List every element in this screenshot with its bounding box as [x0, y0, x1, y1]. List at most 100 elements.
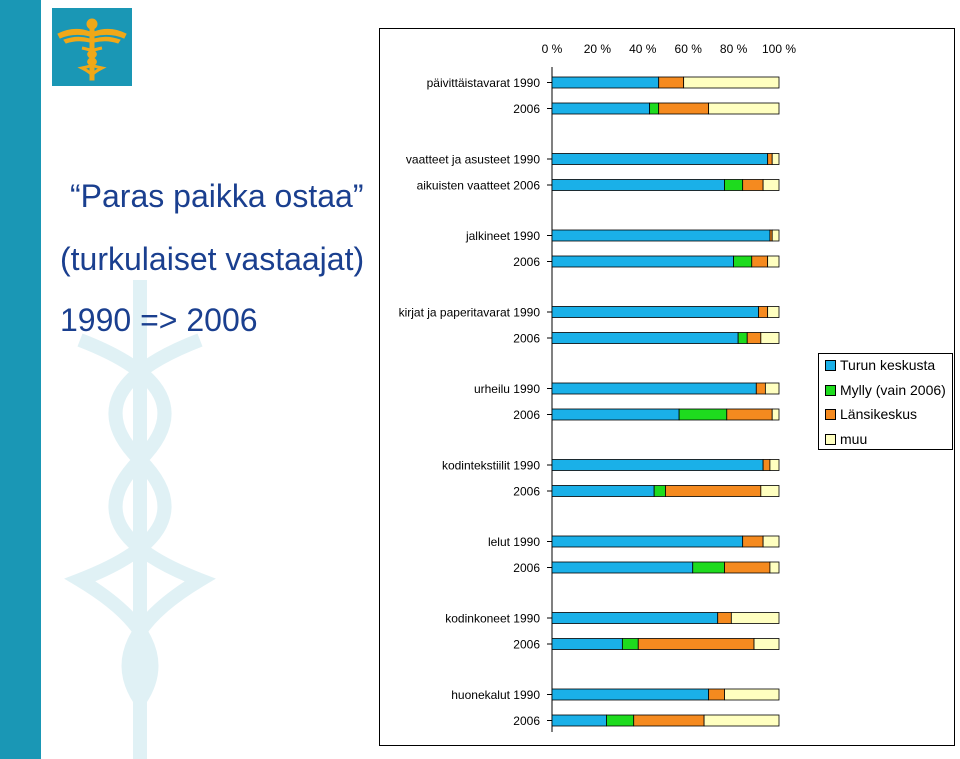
bar-segment: [767, 255, 780, 268]
bar-segment: [551, 332, 739, 344]
bar-segment: [606, 714, 635, 727]
legend-swatch-turun-keskusta: [825, 359, 836, 371]
bar-category-label: 2006: [513, 332, 540, 346]
bar-category-label: 2006: [513, 638, 540, 652]
bar-segment: [633, 714, 705, 727]
bar-segment: [724, 179, 744, 191]
chart-legend: Turun keskusta Mylly (vain 2006) Länsike…: [818, 353, 953, 450]
bar-segment: [708, 102, 780, 115]
bar-segment: [678, 408, 728, 421]
bar-segment: [771, 229, 780, 242]
bar-segment: [551, 229, 771, 242]
left-accent-bar: [0, 0, 41, 759]
bar-segment: [726, 408, 773, 421]
bar-segment: [737, 332, 748, 344]
bar-segment: [551, 255, 735, 268]
bar-segment: [665, 485, 762, 497]
bar-category-label: kodinkoneet 1990: [445, 612, 540, 626]
bar-segment: [649, 102, 660, 115]
bar-segment: [764, 382, 780, 395]
bar-segment: [551, 102, 651, 115]
bar-category-label: 2006: [513, 485, 540, 499]
bar-segment: [746, 332, 762, 344]
bar-category-label: aikuisten vaatteet 2006: [417, 179, 541, 193]
slide-title-line2: (turkulaiset vastaajat): [60, 241, 365, 277]
bar-segment: [551, 612, 719, 624]
bar-segment: [733, 255, 753, 268]
bar-segment: [767, 306, 780, 318]
bar-segment: [730, 612, 780, 624]
bar-segment: [551, 459, 764, 471]
legend-item-lansikeskus: Länsikeskus: [825, 406, 917, 424]
bar-segment: [769, 561, 780, 574]
bar-category-label: jalkineet 1990: [465, 229, 540, 243]
bar-segment: [551, 153, 769, 165]
x-tick-label: 60 %: [675, 42, 703, 56]
bar-segment: [708, 688, 725, 701]
bar-segment: [551, 688, 710, 701]
bar-category-label: 2006: [513, 714, 540, 728]
caduceus-watermark: [64, 280, 216, 759]
bar-segment: [755, 382, 766, 395]
bar-segment: [551, 535, 744, 548]
bar-segment: [551, 485, 655, 497]
bar-segment: [751, 255, 769, 268]
bar-segment: [692, 561, 725, 574]
legend-swatch-lansikeskus: [825, 408, 836, 420]
slide-title-line3: 1990 => 2006: [60, 302, 258, 338]
bar-segment: [551, 714, 607, 727]
x-tick-label: 20 %: [584, 42, 612, 56]
bar-segment: [717, 612, 732, 624]
legend-item-muu: muu: [825, 431, 867, 449]
bar-segment: [551, 76, 660, 89]
legend-label-mylly: Mylly (vain 2006): [840, 382, 946, 398]
bar-segment: [724, 561, 771, 574]
bar-segment: [771, 408, 780, 421]
bar-segment: [551, 179, 725, 191]
legend-swatch-muu: [825, 433, 836, 445]
bar-segment: [771, 153, 780, 165]
bar-segment: [551, 561, 694, 574]
bar-segment: [683, 76, 780, 89]
legend-item-turun-keskusta: Turun keskusta: [825, 357, 935, 375]
bar-segment: [637, 638, 755, 650]
bar-segment: [742, 535, 764, 548]
caduceus-logo: [52, 8, 132, 86]
bar-segment: [658, 76, 685, 89]
bar-segment: [551, 408, 680, 421]
bar-segment: [551, 638, 623, 650]
bar-segment: [703, 714, 780, 727]
bar-category-label: vaatteet ja asusteet 1990: [406, 153, 540, 167]
bar-segment: [551, 306, 759, 318]
bar-category-label: kodintekstiilit 1990: [442, 459, 540, 473]
x-tick-label: 80 %: [720, 42, 748, 56]
bar-segment: [760, 485, 780, 497]
legend-label-muu: muu: [840, 431, 868, 447]
bar-category-label: 2006: [513, 408, 540, 422]
bar-segment: [724, 688, 780, 701]
bar-segment: [767, 153, 773, 165]
bar-segment: [762, 179, 780, 191]
bar-segment: [760, 332, 780, 344]
bar-category-label: päivittäistavarat 1990: [427, 76, 541, 90]
bar-segment: [762, 535, 780, 548]
slide-title-line1: “Paras paikka ostaa”: [70, 178, 364, 214]
bar-category-label: 2006: [513, 102, 540, 116]
bar-category-label: lelut 1990: [488, 535, 540, 549]
legend-label-turun-keskusta: Turun keskusta: [840, 357, 936, 373]
bar-category-label: huonekalut 1990: [451, 688, 540, 702]
legend-label-lansikeskus: Länsikeskus: [840, 406, 918, 422]
bar-segment: [753, 638, 780, 650]
chart-frame: [379, 28, 955, 746]
bar-category-label: urheilu 1990: [474, 382, 540, 396]
x-tick-label: 40 %: [629, 42, 657, 56]
bar-category-label: kirjat ja paperitavarat 1990: [399, 306, 541, 320]
bar-segment: [762, 459, 771, 471]
legend-swatch-mylly: [825, 384, 836, 396]
bar-category-label: 2006: [513, 255, 540, 269]
x-tick-label: 100 %: [762, 42, 796, 56]
bar-segment: [653, 485, 666, 497]
bar-segment: [658, 102, 710, 115]
x-tick-label: 0 %: [542, 42, 563, 56]
